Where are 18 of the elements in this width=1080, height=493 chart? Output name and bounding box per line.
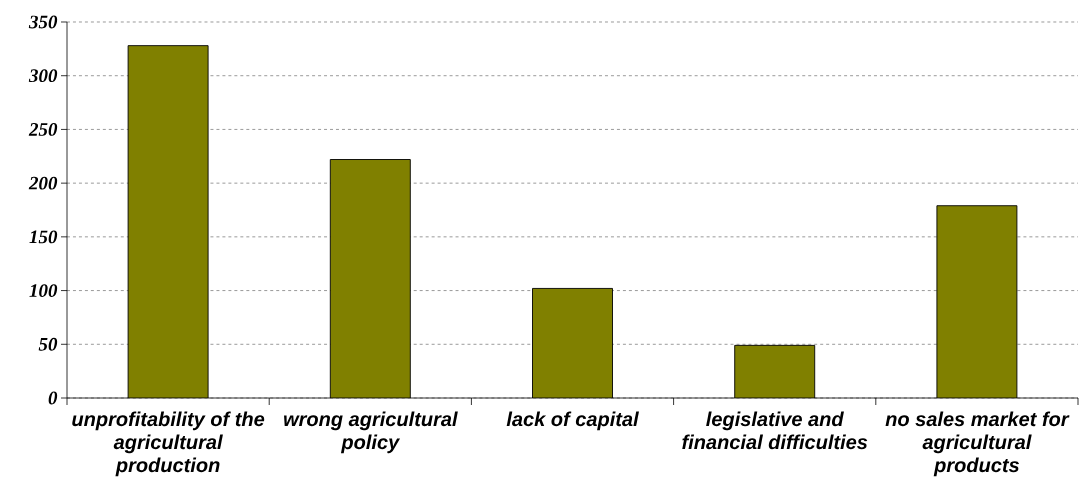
bar — [734, 345, 815, 398]
bar — [128, 45, 209, 398]
y-tick-label: 100 — [29, 284, 58, 297]
x-tick-label: unprofitability of the agricultural production — [72, 411, 265, 477]
y-tick-label: 300 — [28, 69, 58, 83]
y-tick-label: 350 — [28, 15, 58, 29]
bar — [936, 205, 1018, 398]
y-tick-label: 150 — [29, 230, 58, 244]
bar — [532, 288, 613, 398]
y-tick-label: 200 — [28, 176, 58, 190]
bar — [330, 159, 411, 398]
x-tick-label: lack of capital — [506, 411, 639, 431]
y-tick-label: 50 — [38, 337, 58, 351]
y-tick-label: 0 — [48, 391, 58, 405]
y-tick-label: 250 — [28, 123, 58, 136]
x-tick-label: legislative and financial difficulties — [682, 411, 868, 450]
x-tick-label: no sales market for agricultural products — [885, 411, 1070, 477]
x-tick-label: wrong agricultural policy — [284, 411, 458, 454]
